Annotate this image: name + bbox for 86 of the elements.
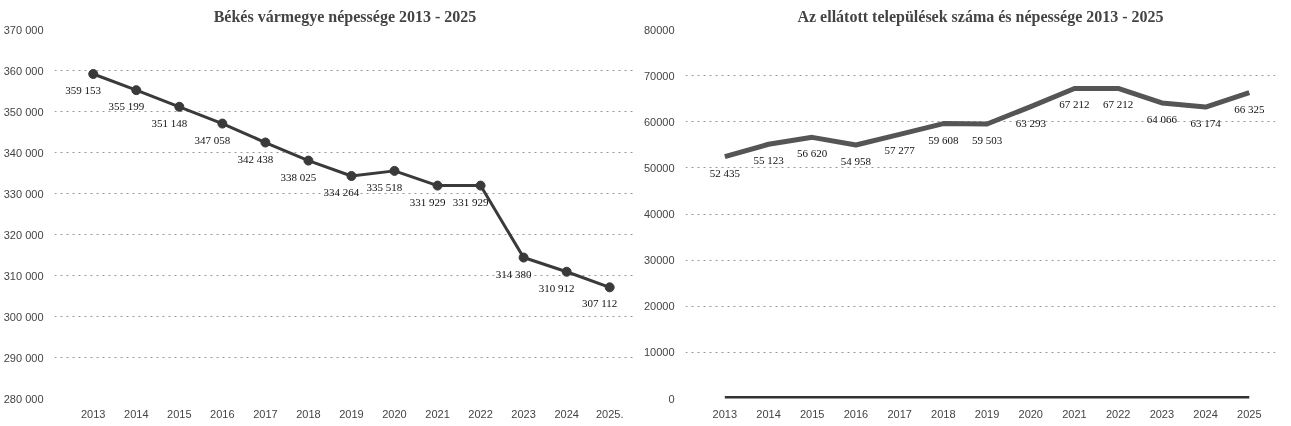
data-label: 331 929 (409, 195, 446, 208)
data-label: 335 518 (366, 180, 403, 193)
point (88, 68, 99, 79)
x-tick-label: 2018 (296, 407, 321, 420)
data-label: 52 435 (709, 166, 741, 179)
data-label: 307 112 (582, 297, 618, 310)
data-label: 55 123 (753, 154, 785, 167)
y-tick-label: 20000 (643, 300, 675, 313)
y-tick-label: 320 000 (3, 228, 44, 241)
point (174, 101, 185, 112)
x-tick-label: 2023 (1149, 407, 1175, 420)
y-tick-label: 290 000 (3, 351, 44, 364)
y-tick-label: 80000 (643, 23, 675, 36)
data-label: 347 058 (194, 133, 231, 146)
y-tick-label: 300 000 (3, 310, 44, 323)
y-tick-label: 370 000 (3, 23, 44, 36)
data-label: 63 293 (1015, 116, 1047, 129)
x-tick-label: 2023 (511, 407, 536, 420)
x-tick-label: 2017 (253, 407, 278, 420)
point (432, 180, 443, 191)
data-label: 314 380 (495, 267, 532, 280)
y-tick-label: 70000 (643, 69, 675, 82)
point (518, 252, 529, 263)
y-tick-label: 60000 (643, 115, 675, 128)
y-tick-label: 310 000 (3, 269, 44, 282)
y-tick-label: 360 000 (3, 64, 44, 77)
x-tick-label: 2020 (1018, 407, 1044, 420)
data-label: 59 608 (928, 133, 959, 146)
x-tick-label: 2017 (887, 407, 912, 420)
point (217, 118, 228, 129)
data-label: 57 277 (884, 144, 916, 157)
y-tick-label: 10000 (643, 346, 675, 359)
data-label: 351 148 (151, 116, 188, 129)
point (561, 266, 572, 277)
data-label: 67 212 (1103, 98, 1134, 111)
chart-title: Az ellátott települések száma és népessége 2013 - 2025 (797, 7, 1164, 26)
y-tick-label: 340 000 (3, 146, 44, 159)
x-tick-label: 2014 (124, 407, 149, 420)
data-label: 59 503 (971, 134, 1003, 147)
data-label: 54 958 (840, 155, 872, 168)
x-tick-label: 2021 (1062, 407, 1087, 420)
x-tick-label: 2016 (843, 407, 869, 420)
point (303, 155, 314, 166)
data-label: 342 438 (237, 152, 274, 165)
x-tick-label: 2019 (974, 407, 1000, 420)
y-tick-label: 350 000 (3, 105, 44, 118)
data-label: 56 620 (797, 147, 828, 160)
data-label: 66 325 (1234, 102, 1265, 115)
chart-title: Békés vármegye népessége 2013 - 2025 (213, 7, 477, 26)
x-tick-label: 2024 (554, 407, 579, 420)
data-label: 334 264 (323, 186, 360, 199)
x-tick-label: 2015 (167, 407, 192, 420)
y-tick-label: 50000 (643, 161, 675, 174)
data-label: 355 199 (108, 100, 145, 113)
x-tick-label: 2013 (81, 407, 106, 420)
x-tick-label: 2025. (595, 407, 624, 420)
point (346, 171, 357, 182)
x-tick-label: 2024 (1193, 407, 1218, 420)
x-tick-label: 2018 (931, 407, 956, 420)
x-tick-label: 2019 (339, 407, 364, 420)
data-label: 331 929 (452, 195, 489, 208)
x-tick-label: 2022 (1105, 407, 1131, 420)
x-tick-label: 2021 (425, 407, 450, 420)
y-tick-label: 40000 (643, 208, 675, 220)
x-tick-label: 2020 (382, 407, 407, 420)
x-tick-label: 2022 (468, 407, 493, 420)
x-tick-label: 2015 (800, 407, 825, 420)
x-tick-label: 2013 (712, 407, 738, 420)
data-label: 64 066 (1146, 113, 1178, 125)
point (475, 180, 486, 191)
y-tick-label: 280 000 (3, 392, 44, 405)
x-tick-label: 2014 (756, 407, 781, 420)
point (604, 282, 615, 293)
y-tick-label: 30000 (643, 254, 675, 267)
data-label: 338 025 (280, 170, 317, 183)
x-tick-label: 2025 (1237, 407, 1262, 420)
data-label: 63 174 (1190, 117, 1222, 130)
point (131, 85, 142, 96)
y-tick-label: 330 000 (3, 187, 44, 200)
data-label: 67 212 (1059, 98, 1090, 111)
point (260, 137, 271, 148)
data-label: 310 912 (538, 281, 575, 294)
point (389, 165, 400, 176)
y-tick-label: 0 (668, 392, 675, 405)
x-tick-label: 2016 (210, 407, 235, 420)
data-label: 359 153 (65, 83, 102, 96)
